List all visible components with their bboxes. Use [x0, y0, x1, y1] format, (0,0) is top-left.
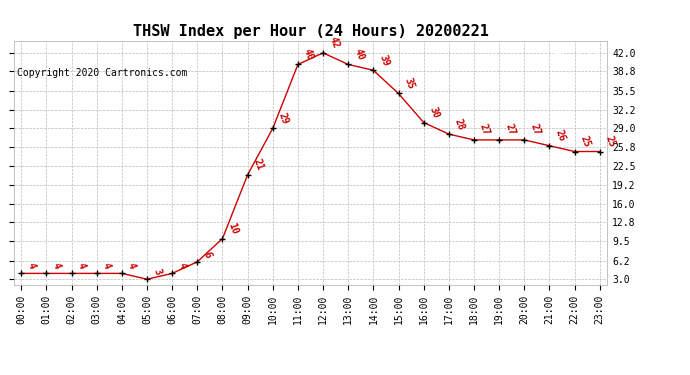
Text: 30: 30: [428, 105, 441, 120]
Text: 40: 40: [302, 47, 315, 62]
Text: 4: 4: [177, 262, 188, 271]
Title: THSW Index per Hour (24 Hours) 20200221: THSW Index per Hour (24 Hours) 20200221: [132, 24, 489, 39]
Text: 10: 10: [226, 221, 240, 236]
Text: 27: 27: [503, 123, 517, 137]
Text: 3: 3: [151, 267, 163, 276]
Text: Copyright 2020 Cartronics.com: Copyright 2020 Cartronics.com: [17, 68, 188, 78]
Text: 25: 25: [604, 134, 618, 149]
Text: 4: 4: [101, 262, 112, 271]
Text: 28: 28: [453, 117, 466, 131]
Text: 4: 4: [76, 262, 87, 271]
Text: 39: 39: [377, 53, 391, 68]
Text: 42: 42: [327, 36, 341, 50]
Text: 21: 21: [252, 158, 265, 172]
Text: 35: 35: [403, 76, 416, 91]
Text: 4: 4: [50, 262, 62, 271]
Text: 25: 25: [579, 134, 592, 149]
Text: 26: 26: [553, 129, 567, 143]
Text: 4: 4: [126, 262, 137, 271]
Text: 6: 6: [201, 250, 213, 259]
Text: 27: 27: [478, 123, 491, 137]
Text: 29: 29: [277, 111, 290, 126]
Text: 40: 40: [353, 47, 366, 62]
Text: 27: 27: [529, 123, 542, 137]
Text: 4: 4: [26, 262, 37, 271]
Text: THSW  (°F): THSW (°F): [541, 46, 600, 57]
